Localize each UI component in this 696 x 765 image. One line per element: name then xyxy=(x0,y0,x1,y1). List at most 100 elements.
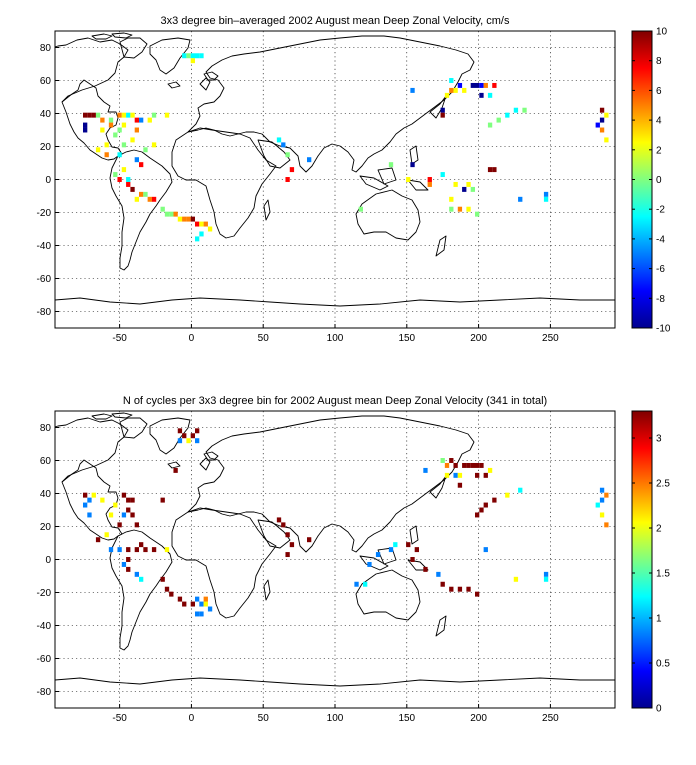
cycles-bin-cell xyxy=(91,492,96,498)
velocity-ytick-label: 40 xyxy=(40,109,52,120)
cycles-bin-cell xyxy=(134,571,139,577)
cycles-gridlines xyxy=(55,411,615,708)
velocity-bin-cell xyxy=(134,157,139,163)
velocity-bin-cell xyxy=(457,82,463,88)
velocity-bin-cell xyxy=(83,112,88,118)
velocity-bin-cell xyxy=(599,127,605,133)
cycles-bin-cell xyxy=(190,433,195,439)
cycles-bin-cell xyxy=(475,462,480,468)
velocity-colorbar-tick-label: 4 xyxy=(656,116,662,127)
velocity-cells xyxy=(83,53,609,242)
cycles-bin-cell xyxy=(475,472,480,478)
velocity-bin-cell xyxy=(151,196,157,202)
cycles-bin-cell xyxy=(182,433,187,439)
velocity-bin-cell xyxy=(543,196,549,202)
velocity-bin-cell xyxy=(595,122,600,128)
velocity-bin-cell xyxy=(113,172,118,178)
cycles-bin-cell xyxy=(130,497,135,503)
velocity-bin-cell xyxy=(466,181,471,187)
cycles-xtick-label: 200 xyxy=(470,713,487,724)
cycles-bin-cell xyxy=(121,512,127,518)
velocity-bin-cell xyxy=(182,216,187,222)
cycles-bin-cell xyxy=(406,542,411,548)
cycles-bin-cell xyxy=(307,537,312,543)
cycles-bin-cell xyxy=(457,586,463,592)
velocity-colorbar-tick-label: 8 xyxy=(656,56,662,67)
cycles-bin-cell xyxy=(276,517,282,523)
cycles-bin-cell xyxy=(483,472,488,478)
velocity-bin-cell xyxy=(518,196,523,202)
cycles-bin-cell xyxy=(444,472,450,478)
velocity-bin-cell xyxy=(406,177,411,182)
cycles-bin-cell xyxy=(543,576,549,582)
velocity-colorbar-ticks: 10 8 6 4 2 0 -2 -4 -6 -8 -10 xyxy=(632,27,671,335)
cycles-bin-cell xyxy=(479,462,484,468)
cycles-bin-cell xyxy=(100,497,105,503)
velocity-bin-cell xyxy=(121,142,127,148)
cycles-bin-cell xyxy=(367,561,372,567)
cycles-bin-cell xyxy=(410,557,415,562)
cycles-ytick-label: 20 xyxy=(40,522,52,533)
cycles-bin-cell xyxy=(289,542,295,548)
cycles-xtick-label: 0 xyxy=(189,713,195,724)
cycles-bin-cell xyxy=(543,571,549,577)
cycles-bin-cell xyxy=(453,472,458,478)
velocity-colorbar-tick-label: -6 xyxy=(656,264,665,275)
cycles-bin-cell xyxy=(513,576,519,582)
velocity-bin-cell xyxy=(139,162,144,168)
cycles-colorbar-tick-label: 1.5 xyxy=(656,569,670,580)
velocity-bin-cell xyxy=(505,112,510,118)
cycles-bin-cell xyxy=(126,566,131,572)
velocity-bin-cell xyxy=(117,112,122,118)
cycles-xtick-label: -50 xyxy=(112,713,127,724)
velocity-bin-cell xyxy=(449,196,454,202)
velocity-bin-cell xyxy=(177,216,183,222)
cycles-bin-cell xyxy=(466,586,471,592)
velocity-bin-cell xyxy=(599,107,605,113)
cycles-bin-cell xyxy=(134,547,139,553)
velocity-bin-cell xyxy=(358,206,363,212)
velocity-bin-cell xyxy=(496,117,501,123)
cycles-bin-cell xyxy=(195,611,200,617)
velocity-bin-cell xyxy=(87,112,92,118)
velocity-bin-cell xyxy=(130,137,135,143)
cycles-colorbar-tick-label: 3 xyxy=(656,434,662,445)
velocity-bin-cell xyxy=(522,107,527,113)
cycles-bin-cell xyxy=(108,547,114,553)
cycles-bin-cell xyxy=(173,467,178,473)
velocity-bin-cell xyxy=(195,236,200,242)
velocity-bin-cell xyxy=(182,53,187,59)
velocity-bin-cell xyxy=(479,82,484,88)
cycles-bin-cell xyxy=(363,581,368,587)
velocity-bin-cell xyxy=(285,177,290,182)
velocity-bin-cell xyxy=(449,87,454,93)
cycles-bin-cell xyxy=(599,512,605,518)
velocity-colorbar-tick-label: -10 xyxy=(656,324,671,335)
cycles-bin-cell xyxy=(134,522,139,528)
cycles-bin-cell xyxy=(375,552,381,558)
cycles-bin-cell xyxy=(475,591,480,597)
velocity-bin-cell xyxy=(444,92,450,98)
velocity-xtick-label: -50 xyxy=(112,333,127,344)
velocity-xtick-label: 100 xyxy=(327,333,344,344)
velocity-colorbar-tick-label: 0 xyxy=(656,175,662,186)
cycles-bin-cell xyxy=(139,576,144,582)
velocity-bin-cell xyxy=(143,191,148,197)
cycles-xtick-label: 100 xyxy=(327,713,344,724)
cycles-bin-cell xyxy=(604,522,609,528)
cycles-ytick-label: 0 xyxy=(45,555,51,566)
cycles-bin-cell xyxy=(104,532,109,538)
cycles-colorbar: 3 2.5 2 1.5 1 0.5 0 xyxy=(631,410,670,715)
velocity-bin-cell xyxy=(126,177,131,182)
cycles-bin-cell xyxy=(285,552,290,558)
velocity-bin-cell xyxy=(100,127,105,133)
velocity-colorbar-tick-label: 10 xyxy=(656,27,668,38)
velocity-bin-cell xyxy=(83,127,88,133)
velocity-bin-cell xyxy=(190,58,195,64)
cycles-bin-cell xyxy=(457,472,463,478)
cycles-bin-cell xyxy=(440,458,445,463)
velocity-colorbar-tick-label: -4 xyxy=(656,234,665,245)
cycles-bin-cell xyxy=(195,428,200,434)
cycles-bin-cell xyxy=(281,522,286,528)
